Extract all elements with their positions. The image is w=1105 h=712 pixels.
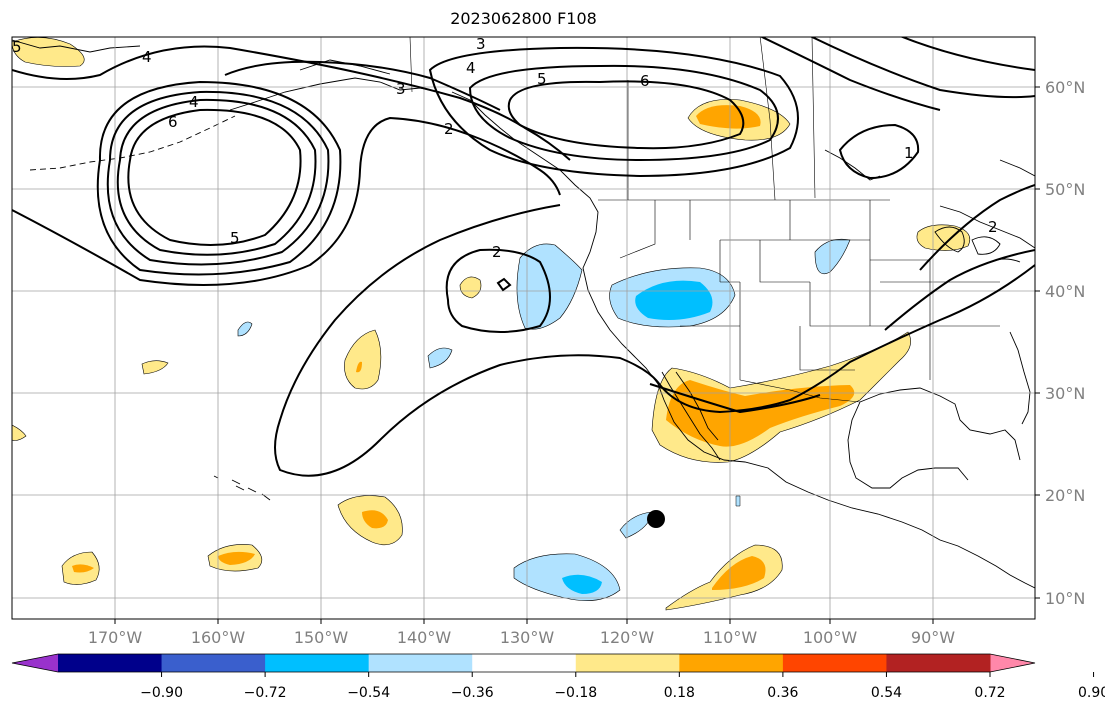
colorbar-ticks: [161, 672, 1095, 677]
lon-label: 90°W: [911, 628, 955, 647]
contour-label-group: 3 4 5 6 4 6 5 3 2 2 1 2 5 4: [12, 35, 998, 261]
contour-label: 1: [904, 144, 914, 162]
lon-label: 150°W: [294, 628, 349, 647]
colorbar-segment: [58, 654, 163, 672]
colorbar: −0.90 −0.72 −0.54 −0.36 −0.18 0.18 0.36 …: [11, 653, 1105, 701]
colorbar-extend-low: [12, 654, 58, 672]
colorbar-extend-high: [990, 654, 1035, 672]
colorbar-tick-label: 0.36: [767, 685, 798, 701]
contour-label: 5: [230, 229, 240, 247]
colorbar-tick-label: 0.72: [974, 685, 1005, 701]
lon-label: 160°W: [191, 628, 246, 647]
colorbar-segment: [575, 654, 680, 672]
colorbar-segment: [886, 654, 991, 672]
contour-label: 3: [476, 35, 486, 53]
contour-label: 6: [640, 72, 650, 90]
storm-position-dot: [647, 510, 665, 528]
lon-label: 170°W: [88, 628, 143, 647]
map-panel: 3 4 5 6 4 6 5 3 2 2 1 2 5 4: [12, 35, 1035, 619]
contour-label: 5: [12, 38, 22, 56]
contour-label: 5: [537, 70, 547, 88]
contour-label: 4: [189, 93, 199, 111]
contour-label: 3: [396, 80, 406, 98]
colorbar-tick-label: −0.18: [554, 685, 597, 701]
lon-label: 130°W: [500, 628, 555, 647]
map-title: 2023062800 F108: [450, 9, 597, 28]
lon-label: 140°W: [397, 628, 452, 647]
lon-label: 120°W: [600, 628, 655, 647]
longitude-labels: 170°W 160°W 150°W 140°W 130°W 120°W 110°…: [88, 628, 955, 647]
colorbar-tick-label: 0.18: [664, 685, 695, 701]
state-borders: [409, 37, 1000, 403]
colorbar-tick-label: −0.36: [451, 685, 494, 701]
colorbar-labels: −0.90 −0.72 −0.54 −0.36 −0.18 0.18 0.36 …: [140, 685, 1105, 701]
graticule: [12, 37, 1035, 619]
lat-label: 20°N: [1045, 486, 1085, 505]
contour-label: 2: [444, 120, 454, 138]
colorbar-segment: [679, 654, 784, 672]
colorbar-tick-label: −0.72: [244, 685, 287, 701]
colorbar-segment: [368, 654, 473, 672]
axis-ticks: [114, 86, 1040, 624]
map-frame: [11, 36, 1036, 620]
lat-label: 10°N: [1045, 589, 1085, 608]
colorbar-tick-label: −0.54: [347, 685, 390, 701]
lat-label: 50°N: [1045, 180, 1085, 199]
lon-label: 110°W: [703, 628, 758, 647]
lon-label: 100°W: [803, 628, 858, 647]
contour-label: 6: [168, 113, 178, 131]
contour-lines: [12, 37, 1035, 477]
colorbar-tick-label: 0.90: [1078, 685, 1105, 701]
colorbar-segment: [472, 654, 577, 672]
contour-label: 2: [988, 218, 998, 236]
contour-label: 4: [142, 48, 152, 66]
colorbar-segments: [12, 654, 1035, 672]
lat-label: 40°N: [1045, 282, 1085, 301]
colorbar-segment: [782, 654, 887, 672]
negative-anomaly-areas: [237, 238, 851, 601]
colorbar-tick-label: 0.54: [871, 685, 902, 701]
colorbar-segment: [161, 654, 266, 672]
colorbar-segment: [265, 654, 370, 672]
latitude-labels: 60°N 50°N 40°N 30°N 20°N 10°N: [1045, 78, 1085, 608]
contour-label: 4: [466, 59, 476, 77]
lat-label: 30°N: [1045, 384, 1085, 403]
colorbar-tick-label: −0.90: [140, 685, 183, 701]
lat-label: 60°N: [1045, 78, 1085, 97]
contour-label: 2: [492, 243, 502, 261]
